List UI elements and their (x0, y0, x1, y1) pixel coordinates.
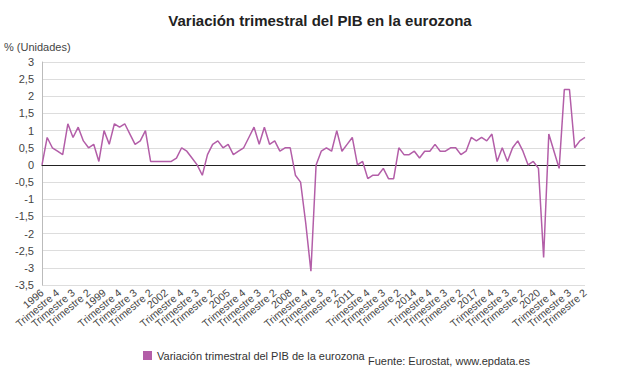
svg-text:2,5: 2,5 (19, 73, 34, 85)
svg-text:2020: 2020 (516, 286, 543, 311)
svg-text:2014: 2014 (392, 286, 419, 311)
svg-text:2017: 2017 (454, 286, 481, 311)
svg-text:-1,5: -1,5 (15, 210, 34, 222)
svg-text:Trimestre 4: Trimestre 4 (447, 286, 496, 330)
svg-text:-0,5: -0,5 (15, 176, 34, 188)
svg-text:Fuente: Eurostat, www.epdata.e: Fuente: Eurostat, www.epdata.es (368, 355, 531, 367)
svg-text:0: 0 (28, 159, 34, 171)
svg-text:Trimestre 4: Trimestre 4 (323, 286, 372, 330)
svg-text:Trimestre 2: Trimestre 2 (44, 286, 93, 330)
svg-text:Trimestre 3: Trimestre 3 (152, 286, 201, 330)
svg-text:2008: 2008 (268, 286, 295, 311)
svg-text:-3: -3 (24, 262, 34, 274)
svg-text:Trimestre 2: Trimestre 2 (292, 286, 341, 330)
svg-text:1,5: 1,5 (19, 107, 34, 119)
svg-text:Trimestre 2: Trimestre 2 (416, 286, 465, 330)
svg-text:Trimestre 3: Trimestre 3 (215, 286, 264, 330)
svg-text:Trimestre 4: Trimestre 4 (75, 286, 124, 330)
svg-text:-2: -2 (24, 228, 34, 240)
svg-text:Trimestre 3: Trimestre 3 (277, 286, 326, 330)
svg-text:Trimestre 4: Trimestre 4 (199, 286, 248, 330)
svg-text:Trimestre 2: Trimestre 2 (168, 286, 217, 330)
svg-text:Trimestre 2: Trimestre 2 (106, 286, 155, 330)
svg-text:0,5: 0,5 (19, 142, 34, 154)
svg-text:Variación trimestral del PIB e: Variación trimestral del PIB en la euroz… (168, 12, 472, 29)
svg-text:Trimestre 4: Trimestre 4 (261, 286, 310, 330)
svg-text:1999: 1999 (82, 286, 108, 311)
svg-text:Trimestre 3: Trimestre 3 (90, 286, 139, 330)
svg-text:2005: 2005 (206, 286, 232, 311)
svg-text:2011: 2011 (331, 286, 357, 311)
svg-text:Variación trimestral del PIB d: Variación trimestral del PIB de la euroz… (157, 350, 366, 362)
svg-text:Trimestre 2: Trimestre 2 (541, 286, 589, 329)
svg-text:Trimestre 3: Trimestre 3 (525, 286, 574, 330)
svg-text:Trimestre 3: Trimestre 3 (28, 286, 77, 330)
svg-text:Trimestre 4: Trimestre 4 (137, 286, 186, 330)
svg-text:-1: -1 (24, 193, 34, 205)
svg-text:Trimestre 4: Trimestre 4 (385, 286, 434, 330)
svg-text:2: 2 (28, 90, 34, 102)
svg-text:-2,5: -2,5 (15, 245, 34, 257)
svg-text:-3,5: -3,5 (15, 279, 34, 291)
svg-text:Trimestre 4: Trimestre 4 (509, 286, 558, 330)
svg-text:Trimestre 3: Trimestre 3 (339, 286, 388, 330)
svg-text:1: 1 (28, 125, 34, 137)
svg-text:1996: 1996 (20, 286, 46, 311)
svg-text:% (Unidades): % (Unidades) (4, 41, 71, 53)
svg-text:Trimestre 4: Trimestre 4 (13, 286, 62, 330)
svg-text:Trimestre 2: Trimestre 2 (478, 286, 527, 330)
svg-text:Trimestre 2: Trimestre 2 (354, 286, 403, 330)
svg-text:Trimestre 2: Trimestre 2 (230, 286, 279, 330)
svg-text:3: 3 (28, 56, 34, 68)
svg-text:Trimestre 3: Trimestre 3 (463, 286, 512, 330)
svg-text:2002: 2002 (144, 286, 170, 311)
svg-text:Trimestre 3: Trimestre 3 (401, 286, 450, 330)
